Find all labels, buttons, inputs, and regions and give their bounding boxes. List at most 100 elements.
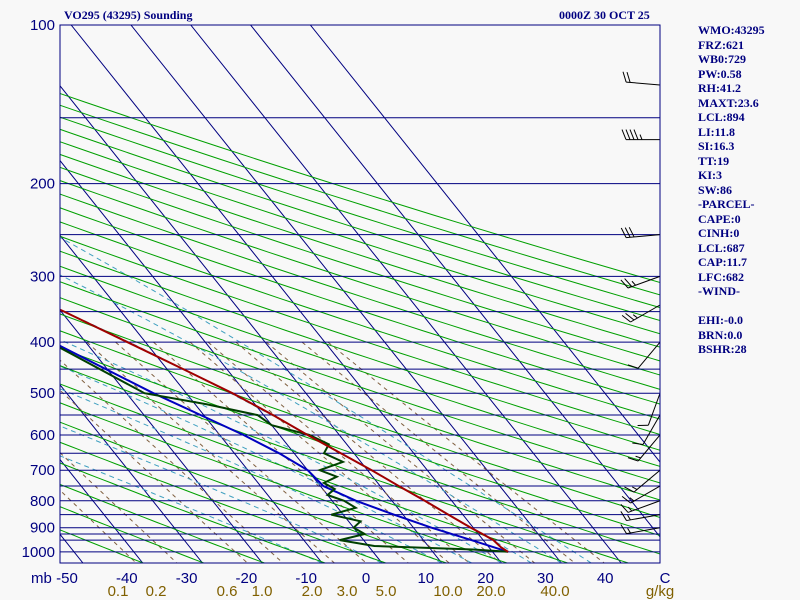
stat-pw: PW:0.58 [698,66,742,81]
dry-adiabat-line [60,441,386,563]
mixing-ratio-tick-label: 0.2 [146,583,167,600]
wind-barb-staff [647,393,661,426]
temperature-tick-label: -50 [56,570,78,587]
dry-adiabat-line [60,180,660,376]
temperature-tick-label: -40 [116,570,138,587]
mixing-ratio-tick-label: 40.0 [540,583,569,600]
stat-lfc: LFC:682 [698,269,744,284]
mixing-ratio-grid [60,341,605,563]
pressure-tick-label: 100 [30,17,55,34]
wind-barb-flag [620,524,627,534]
mixing-ratio-line [189,341,450,563]
mixing-ratio-line [207,341,470,563]
wind-barb-flag [625,129,631,140]
wind-barb-half-flag [627,515,631,521]
temperature-tick-label: C [660,570,671,587]
temperature-tick-label: -30 [176,570,198,587]
mixing-ratio-line [60,489,137,563]
mixing-ratio-unit-label: g/kg [646,583,674,600]
wind-barb [622,71,661,86]
mixing-ratio-tick-label: 3.0 [337,583,358,600]
pressure-tick-label: 300 [30,268,55,285]
wind-barb-staff [637,434,661,462]
mixing-ratio-line [266,341,536,563]
dry-adiabat-line [60,141,660,335]
wind-barb [627,434,661,462]
stats-spacer [698,299,765,314]
stat-lcl: LCL:894 [698,110,745,124]
pressure-tick-label: 500 [30,385,55,402]
isotherm-line [60,384,203,563]
dry-adiabat-line [60,506,204,563]
wind-barb [620,511,661,522]
wind-barb [624,469,661,493]
wind-barb-flag [624,278,633,287]
wind-heading: -WIND- [698,284,740,298]
isotherm-line [70,25,502,563]
wind-barb-flag [628,227,635,238]
stat-maxt: MAXT:23.6 [698,95,759,110]
stat-brn: BRN:0.0 [698,327,743,342]
dry-adiabat-line [60,265,660,467]
wind-barb [621,304,661,323]
dry-adiabat-line [60,207,660,405]
wind-barb-staff [626,234,661,239]
mixing-ratio-tick-label: 5.0 [376,583,397,600]
stat-sw: SW:86 [698,182,733,197]
stat-tt: TT:19 [698,153,730,168]
wind-barb-staff [626,527,661,535]
stat-cape: CAPE:0 [698,211,741,226]
wind-barb-staff [630,485,661,504]
dry-adiabat-line [60,166,660,362]
dry-adiabat-line [60,462,326,563]
wind-barb-flag [629,129,635,140]
wind-barb-flag [621,129,627,140]
dry-adiabat-line [60,128,660,322]
isotherm-line [60,85,443,563]
mixing-ratio-tick-label: 0.6 [217,583,238,600]
wind-barb [620,524,661,535]
dry-adiabat-line [60,193,660,390]
stats-panel: WMO:43295 FRZ:621 WB0:729 PW:0.58 RH:41.… [698,23,765,357]
pressure-tick-label: 1000 [22,544,55,561]
mixing-ratio-tick-label: 10.0 [433,583,462,600]
stat-cinh: CINH:0 [698,226,740,240]
temperature-tick-label: 0 [362,570,370,587]
dry-adiabat-line [60,330,660,536]
wind-barb-staff [626,514,661,522]
mixing-ratio-line [86,341,335,563]
moist-adiabat-line [60,339,502,563]
wind-barb-half-flag [635,455,641,459]
dry-adiabat-line [60,313,660,519]
wind-barb-staff [627,500,661,513]
station-title: VO295 (43295) Sounding [64,8,192,22]
mixing-ratio-line [115,341,367,563]
wind-barb-staff [637,341,661,369]
wind-barb [621,129,660,141]
temperature-tick-label: -20 [236,570,258,587]
parcel-heading: -PARCEL- [698,197,755,211]
moist-adiabat-line [60,425,383,563]
wind-barb-flag [620,504,629,513]
pressure-tick-label: 400 [30,334,55,351]
mixing-ratio-tick-label: 0.1 [108,583,129,600]
dry-adiabat-line [60,221,660,420]
wind-barb-staff [633,469,661,493]
wind-barb-flag [624,486,635,493]
wind-barb-flag [620,279,629,289]
wind-barb-staff [626,81,661,86]
pressure-tick-label: 200 [30,176,55,193]
wind-barb-half-flag [627,528,631,534]
stat-rh: RH:41.2 [698,81,741,95]
wind-barb-flag [633,129,639,140]
isotherm-line [130,25,562,563]
stat-bshr: BSHR:28 [698,342,747,356]
wind-barb-flag [621,495,631,504]
temperature-tick-label: 20 [477,570,494,587]
dry-adiabat-line [60,116,660,309]
mixing-ratio-tick-label: 20.0 [476,583,505,600]
wind-barb-flag [632,442,644,445]
stat-wmo: WMO:43295 [698,23,765,37]
